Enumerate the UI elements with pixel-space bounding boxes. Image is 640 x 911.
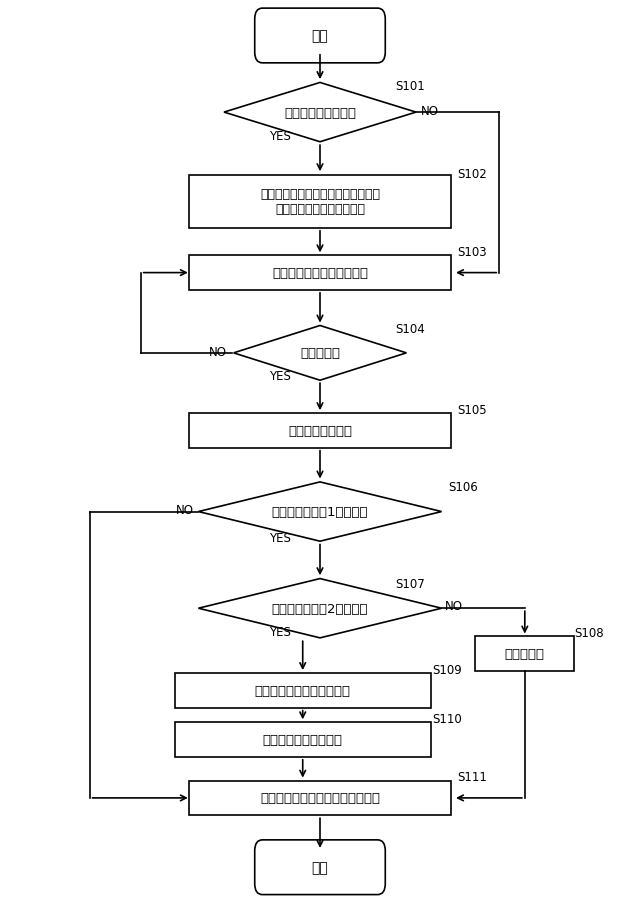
Text: 総データ量＞第2の閾値？: 総データ量＞第2の閾値？ <box>272 602 368 615</box>
FancyBboxPatch shape <box>189 781 451 815</box>
FancyBboxPatch shape <box>255 840 385 895</box>
Text: NO: NO <box>176 504 194 517</box>
Text: 総データ量＞第1の閾値？: 総データ量＞第1の閾値？ <box>272 506 368 518</box>
Text: 指定された種別を削除: 指定された種別を削除 <box>262 733 343 746</box>
FancyBboxPatch shape <box>189 256 451 291</box>
Text: 設定記憶部が記憶する要素からなる
トラフィックデータを生成: 設定記憶部が記憶する要素からなる トラフィックデータを生成 <box>260 189 380 216</box>
FancyBboxPatch shape <box>189 414 451 448</box>
Polygon shape <box>198 579 442 638</box>
Polygon shape <box>234 326 406 381</box>
Text: S109: S109 <box>433 663 462 676</box>
Text: YES: YES <box>269 129 291 142</box>
Text: S107: S107 <box>396 578 425 590</box>
Text: S102: S102 <box>457 168 486 180</box>
Text: NO: NO <box>421 105 439 118</box>
Text: YES: YES <box>269 625 291 638</box>
Text: S110: S110 <box>433 712 462 725</box>
Text: 警告を出力: 警告を出力 <box>505 648 545 660</box>
Text: YES: YES <box>269 370 291 383</box>
Text: S105: S105 <box>457 404 486 416</box>
Text: YES: YES <box>269 531 291 544</box>
Text: S111: S111 <box>457 771 487 783</box>
Text: トラフィックデータを記録: トラフィックデータを記録 <box>272 267 368 280</box>
Polygon shape <box>198 483 442 541</box>
Text: 除外する種別の指定を受付: 除外する種別の指定を受付 <box>255 684 351 697</box>
Polygon shape <box>224 84 416 143</box>
Text: 総データ量を算出: 総データ量を算出 <box>288 425 352 437</box>
Text: NO: NO <box>209 345 227 358</box>
Text: 終了: 終了 <box>312 860 328 875</box>
Text: S104: S104 <box>396 322 425 335</box>
Text: トラフィックデータの解析と削除: トラフィックデータの解析と削除 <box>260 792 380 804</box>
Text: トラフィック発生？: トラフィック発生？ <box>284 107 356 119</box>
Text: 収集周期？: 収集周期？ <box>300 347 340 360</box>
Text: NO: NO <box>445 599 463 612</box>
Text: S101: S101 <box>396 80 425 93</box>
Text: S108: S108 <box>575 627 604 640</box>
FancyBboxPatch shape <box>189 176 451 229</box>
FancyBboxPatch shape <box>475 637 575 671</box>
FancyBboxPatch shape <box>255 9 385 64</box>
FancyBboxPatch shape <box>175 722 431 757</box>
Text: S106: S106 <box>448 481 477 494</box>
FancyBboxPatch shape <box>175 673 431 708</box>
Text: S103: S103 <box>457 246 486 259</box>
Text: 開始: 開始 <box>312 29 328 44</box>
